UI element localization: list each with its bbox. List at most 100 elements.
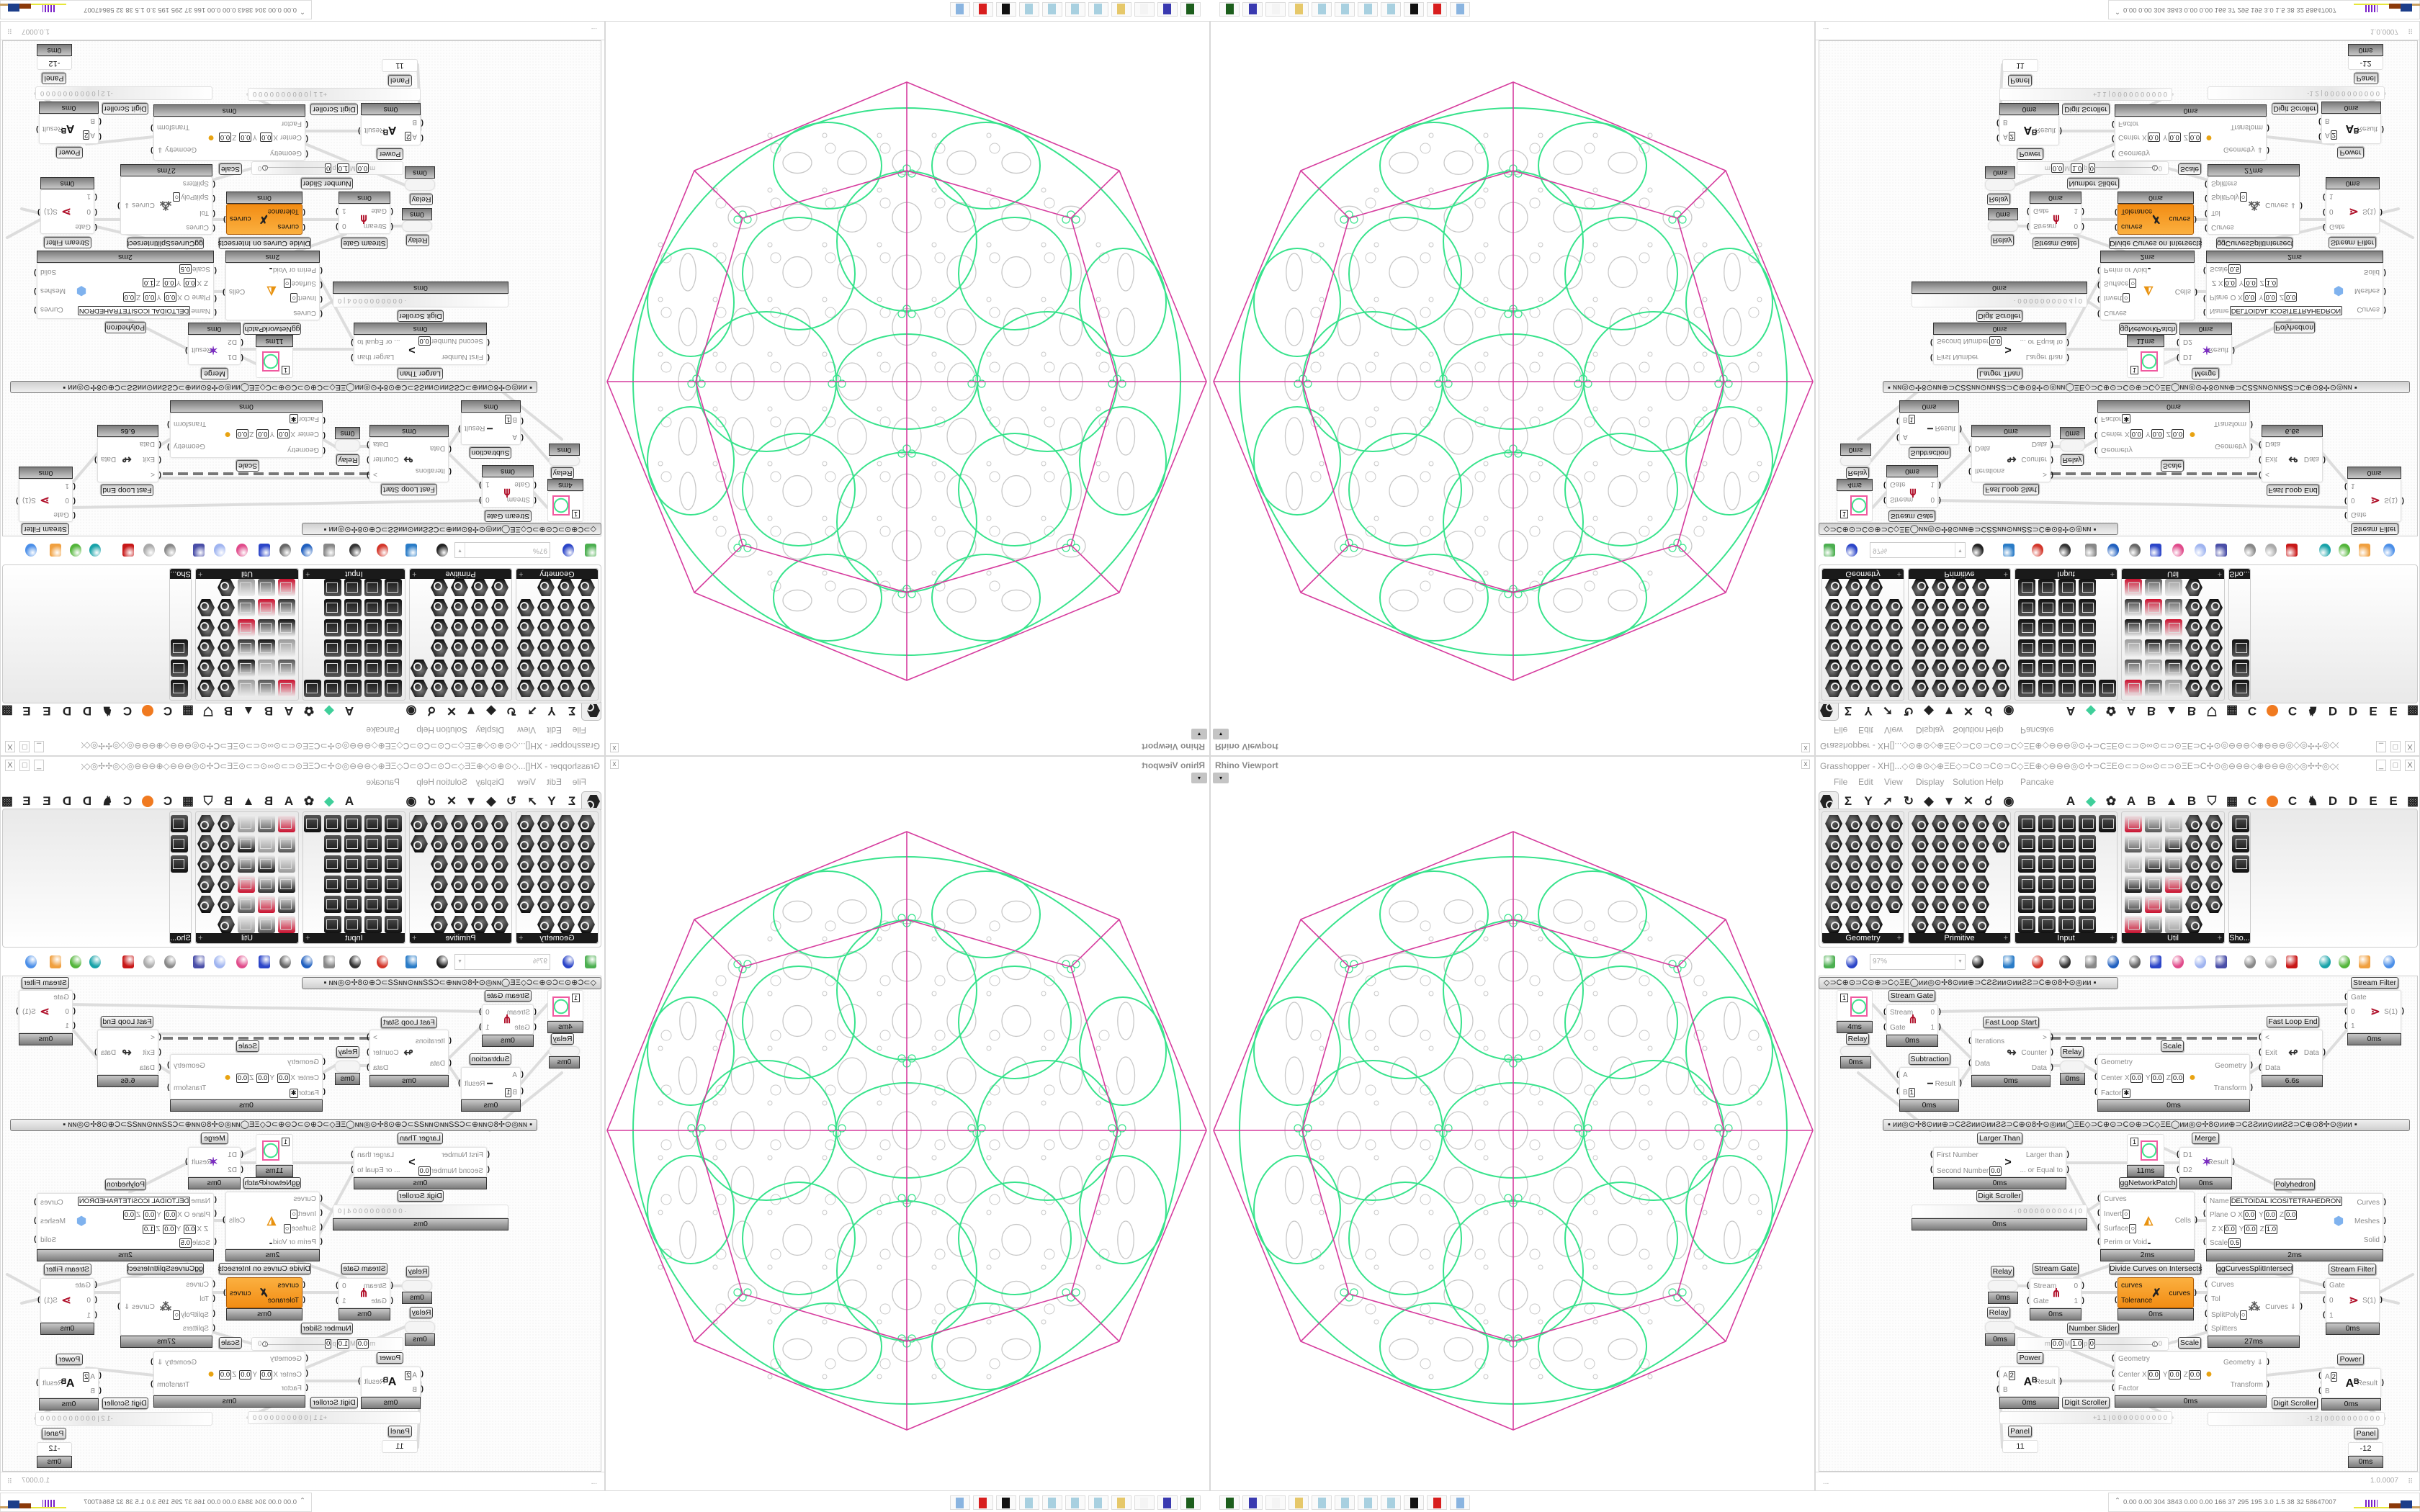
relay-body[interactable] — [402, 1280, 432, 1292]
field-value[interactable]: DELTOIDAL ICOSITETRAHEDRON — [77, 1197, 191, 1206]
expand-plus-icon[interactable]: + — [2217, 570, 2222, 578]
tab-letter-c-icon[interactable]: C — [120, 703, 135, 718]
input-gate[interactable]: Gate — [53, 994, 69, 1002]
input-b[interactable]: B1 — [1903, 415, 1916, 424]
tab-bird-icon[interactable]: ♞ — [2305, 794, 2320, 809]
tab-maths-sigma-icon[interactable]: Σ — [1841, 794, 1855, 809]
field-value[interactable]: 0.0 — [256, 1074, 269, 1083]
geometry-component-icon[interactable] — [578, 855, 595, 873]
menu-help[interactable]: Help — [1986, 777, 2004, 787]
primitive-component-icon[interactable] — [1912, 855, 1929, 873]
output-solid[interactable]: Solid — [2364, 267, 2380, 276]
geometry-component-icon[interactable] — [557, 639, 575, 657]
tab-letter-c-icon[interactable]: C — [2285, 794, 2300, 809]
number-slider-nickname[interactable]: Number Slider — [301, 1323, 353, 1334]
panel-nickname[interactable]: Panel — [2008, 1426, 2032, 1437]
number-slider-nickname[interactable]: Number Slider — [2067, 1323, 2119, 1334]
output-transform[interactable]: Transform — [157, 1381, 189, 1390]
primitive-component-icon[interactable] — [1952, 639, 1969, 657]
panel-nickname[interactable]: Panel — [2008, 75, 2032, 86]
input-surface[interactable]: Surface○ — [283, 1224, 316, 1233]
primitive-component-icon[interactable] — [411, 815, 428, 832]
primitive-component-icon[interactable] — [1972, 815, 1989, 832]
tab-maths-sigma-icon[interactable]: Σ — [1841, 703, 1855, 718]
package-icon[interactable] — [2170, 541, 2186, 559]
output-1[interactable]: 1 — [485, 480, 490, 488]
output-solid[interactable]: Solid — [40, 1236, 56, 1245]
input-d2[interactable]: D2 — [228, 337, 237, 346]
usb-drive-icon[interactable] — [1180, 1495, 1201, 1510]
util-component-icon[interactable] — [2125, 639, 2142, 657]
util-component-icon[interactable] — [2145, 916, 2162, 933]
input-d1[interactable]: D1 — [2183, 352, 2192, 361]
input-a[interactable]: A2 — [2003, 132, 2016, 141]
output--or-equal-to[interactable]: ... or Equal to — [357, 1166, 400, 1175]
primitive-component-icon[interactable] — [491, 896, 508, 913]
input-component-icon[interactable] — [385, 896, 402, 913]
primitive-component-icon[interactable] — [1952, 876, 1969, 893]
input-curves[interactable]: curves — [278, 222, 299, 230]
digit-scroller[interactable]: · 0 0 0 0 0 0 0 0 0 4 | 0 — [1912, 294, 2087, 307]
field-value[interactable]: ○ — [2129, 279, 2137, 288]
output-s-1-[interactable]: S(1) — [2384, 495, 2398, 504]
maximize-button[interactable]: □ — [2390, 741, 2401, 752]
output--[interactable]: > — [373, 1034, 377, 1043]
output-result[interactable]: Result — [2208, 1158, 2236, 1167]
field-value[interactable]: 0.0 — [2264, 292, 2277, 302]
tab-bird-icon[interactable]: ♞ — [2305, 703, 2320, 718]
input-component-icon[interactable] — [344, 579, 362, 596]
field-value[interactable]: 2 — [405, 1371, 412, 1380]
tab-vector-arrow-icon[interactable]: ➚ — [1881, 794, 1895, 809]
util-component-icon[interactable] — [2165, 639, 2182, 657]
input-component-icon[interactable] — [304, 680, 321, 697]
field-value[interactable]: 0.0 — [2223, 1225, 2236, 1234]
field-value[interactable]: 0.0 — [239, 132, 252, 142]
geometry-component-icon[interactable] — [537, 619, 555, 636]
viewport-canvas[interactable] — [1211, 757, 1816, 1492]
input-tol[interactable]: Tol — [200, 208, 209, 217]
primitive-component-icon[interactable] — [1932, 579, 1949, 596]
geometry-component-icon[interactable] — [578, 619, 595, 636]
input-component-icon[interactable] — [324, 660, 341, 677]
panel-content[interactable]: -12 — [37, 56, 72, 70]
field-value[interactable] — [2148, 268, 2151, 269]
floppy-64-icon[interactable] — [1242, 2, 1263, 17]
green-shape-icon[interactable] — [2336, 541, 2352, 559]
panel-group-label[interactable]: Geometry + — [516, 933, 598, 943]
input-component-icon[interactable] — [2038, 855, 2056, 873]
util-component-icon[interactable] — [218, 855, 235, 873]
geometry-component-icon[interactable] — [537, 579, 555, 596]
input-iterations[interactable]: Iterations — [416, 1038, 445, 1046]
usb-drive-icon[interactable] — [1180, 2, 1201, 17]
primitive-component-icon[interactable] — [471, 639, 488, 657]
tab-vector-arrow-icon[interactable]: ➚ — [525, 794, 539, 809]
relay-body[interactable] — [405, 1321, 435, 1333]
wires-icon[interactable] — [191, 541, 207, 559]
input-tol[interactable]: Tol — [2205, 1295, 2220, 1304]
util-component-icon[interactable] — [2125, 815, 2142, 832]
minimize-button[interactable]: _ — [34, 741, 44, 752]
geometry-component-icon[interactable] — [537, 680, 555, 697]
input-component-icon[interactable] — [2018, 579, 2035, 596]
input-component-icon[interactable] — [2079, 639, 2096, 657]
scale-body[interactable]: GeometryCenterX0.0Y0.0Z0.0FactorGeometry… — [153, 117, 305, 161]
util-component-icon[interactable] — [238, 599, 255, 616]
util-component-icon[interactable] — [197, 619, 215, 636]
geometry-component-icon[interactable] — [578, 876, 595, 893]
digit-scroller[interactable]: -1 2 | 0 0 0 0 0 0 0 0 0 0 — [2208, 86, 2385, 100]
util-component-icon[interactable] — [2145, 619, 2162, 636]
input-iterations[interactable]: Iterations — [416, 466, 445, 474]
red-solid-icon[interactable] — [2284, 541, 2300, 559]
input-b[interactable]: B — [1996, 1385, 2007, 1395]
geometry-component-icon[interactable] — [517, 599, 534, 616]
primitive-component-icon[interactable] — [431, 619, 448, 636]
polyhedron-nickname[interactable]: Polyhedron — [2274, 322, 2315, 333]
power-nickname[interactable]: Power — [2017, 1352, 2043, 1364]
relay-body[interactable] — [1840, 456, 1871, 466]
relay-body[interactable] — [549, 1046, 580, 1056]
email-icon[interactable] — [321, 541, 337, 559]
panel-nickname[interactable]: Panel — [388, 1426, 412, 1437]
email-icon[interactable] — [2083, 541, 2099, 559]
input-component-icon[interactable] — [324, 855, 341, 873]
power-body[interactable]: A2BResultAᴮ — [2321, 114, 2381, 144]
